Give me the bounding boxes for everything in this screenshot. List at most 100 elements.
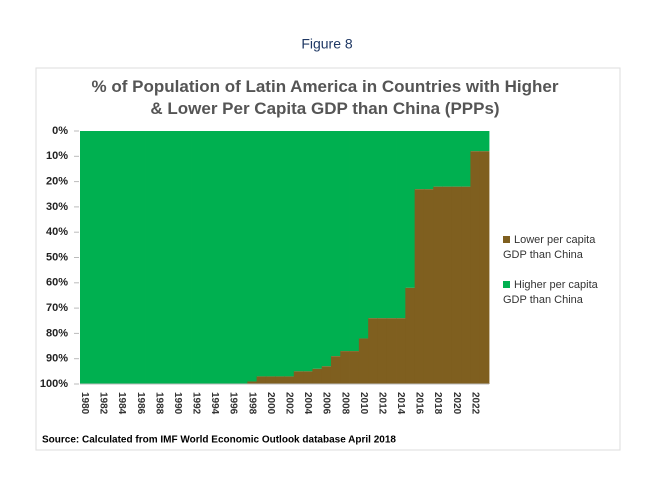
y-tick-label: 60% [46,277,68,289]
area-step [330,356,341,384]
area-step [228,131,239,384]
y-tick-label: 30% [46,201,68,213]
x-tick-label: 1992 [191,392,202,415]
area-step [293,131,304,372]
area-step [368,131,378,319]
area-step [80,131,90,384]
area-step [479,131,490,152]
area-step [200,131,211,384]
area-step [265,131,276,377]
area-step [349,351,360,384]
x-tick-label: 2004 [302,392,313,415]
legend-label: Higher per capita GDP than China [503,279,599,306]
area-step [312,131,323,369]
area-step [405,131,416,288]
area-step [358,131,369,339]
x-tick-label: 1988 [153,392,164,415]
x-tick-label: 2022 [469,392,480,415]
legend-label: Lower per capita GDP than China [503,234,596,261]
area-step [126,131,137,384]
area-step [303,131,313,372]
x-tick-label: 1996 [228,392,239,415]
area-step [377,318,388,384]
area-step [396,318,406,384]
x-tick-label: 2010 [358,392,369,415]
area-step [265,376,276,384]
y-tick-label: 20% [46,176,68,188]
x-tick-label: 1984 [116,392,127,415]
x-tick-label: 1998 [246,392,257,415]
y-tick-label: 40% [46,226,68,238]
x-tick-label: 2000 [265,392,276,415]
area-step [340,351,350,384]
x-tick-label: 2018 [432,392,443,415]
area-step [451,186,462,384]
y-tick-label: 70% [46,302,68,314]
area-step [163,131,174,384]
area-step [470,151,481,384]
area-step [145,131,155,384]
area-step [423,131,434,190]
area-step [247,381,258,384]
area-step [396,131,406,319]
figure-label: Figure 8 [301,36,353,52]
legend-swatch [503,236,510,243]
area-step [451,131,462,187]
x-tick-label: 2020 [451,392,462,415]
y-tick-label: 80% [46,327,68,339]
area-step [461,131,471,187]
area-step [89,131,99,384]
area-step [98,131,109,384]
y-tick-label: 90% [46,353,68,365]
area-step [117,131,127,384]
area-step [386,131,397,319]
x-tick-label: 2008 [339,392,350,415]
y-tick-label: 100% [40,378,68,390]
y-tick-label: 0% [52,125,68,137]
area-step [386,318,397,384]
area-step [256,131,267,377]
area-step [135,131,146,384]
area-step [210,131,220,384]
area-step [405,287,416,384]
area-step [321,131,332,367]
x-tick-label: 1994 [209,392,220,415]
legend-swatch [503,281,510,288]
area-step [275,376,285,384]
area-step [442,186,453,384]
area-step [107,131,118,384]
x-tick-label: 2014 [395,392,406,415]
area-step [182,131,192,384]
area-step [442,131,453,187]
area-step [330,131,341,357]
x-tick-label: 2002 [284,392,295,415]
x-tick-label: 2012 [376,392,387,415]
source-note: Source: Calculated from IMF World Econom… [42,435,396,446]
area-step [368,318,378,384]
area-step [358,338,369,384]
area-step [293,371,304,384]
area-step [219,131,230,384]
x-tick-label: 1990 [172,392,183,415]
area-step [377,131,388,319]
area-step [433,186,443,384]
area-step [414,189,425,384]
chart-frame [35,67,621,451]
area-step [349,131,360,352]
area-step [191,131,202,384]
area-step [303,371,313,384]
x-tick-label: 1980 [79,392,90,415]
x-tick-label: 1982 [98,392,109,415]
x-tick-label: 2016 [414,392,425,415]
area-step [479,151,490,384]
area-step [154,131,165,384]
y-tick-label: 10% [46,150,68,162]
area-step [238,131,248,384]
area-step [414,131,425,190]
area-step [284,131,295,377]
x-tick-label: 2006 [321,392,332,415]
area-step [256,376,267,384]
area-step [461,186,471,384]
area-step [284,376,295,384]
